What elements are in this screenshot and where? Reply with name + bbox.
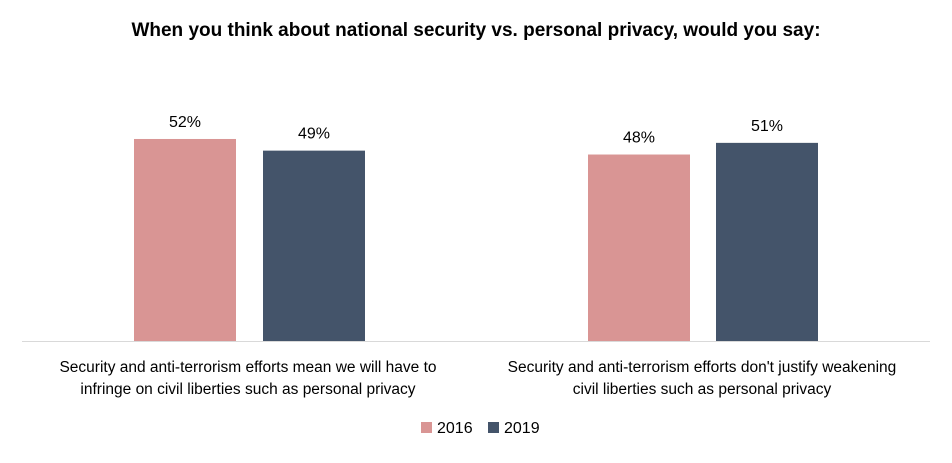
legend-swatch-2016 — [421, 422, 432, 433]
legend-label-2019: 2019 — [504, 420, 540, 437]
data-label-2019-cat-1: 49% — [298, 126, 330, 143]
bar-2016-cat-2 — [588, 154, 690, 341]
data-label-2016-cat-1: 52% — [169, 114, 201, 131]
legend-swatch-2019 — [488, 422, 499, 433]
bar-2019-cat-2 — [716, 142, 818, 341]
category-label-2: Security and anti-terrorism efforts don'… — [508, 359, 897, 398]
bar-2016-cat-1 — [134, 138, 236, 341]
bar-2019-cat-1 — [263, 150, 365, 341]
chart-title: When you think about national security v… — [131, 20, 821, 41]
data-label-2019-cat-2: 51% — [751, 118, 783, 135]
category-label-1: Security and anti-terrorism efforts mean… — [59, 359, 436, 398]
legend-label-2016: 2016 — [437, 420, 473, 437]
data-label-2016-cat-2: 48% — [623, 130, 655, 147]
